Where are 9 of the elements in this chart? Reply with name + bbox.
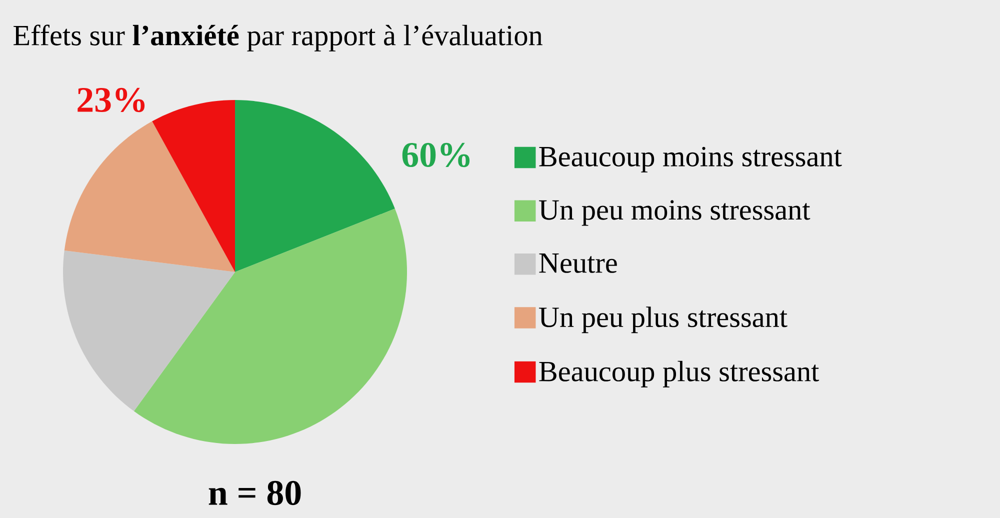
text: 23% xyxy=(78,88,145,112)
text: n = 80 xyxy=(208,480,301,506)
legend-label: Beaucoup moins stressant xyxy=(539,146,842,172)
chart-title: Effets sur l’anxiété par rapport à l’évaluation xyxy=(14,24,542,52)
legend-label: Beaucoup plus stressant xyxy=(539,360,820,388)
legend-label: Neutre xyxy=(539,253,617,273)
legend-label: Un peu plus stressant xyxy=(538,306,788,334)
text: 60% xyxy=(402,142,470,168)
legend-label: Un peu moins stressant xyxy=(538,200,810,226)
